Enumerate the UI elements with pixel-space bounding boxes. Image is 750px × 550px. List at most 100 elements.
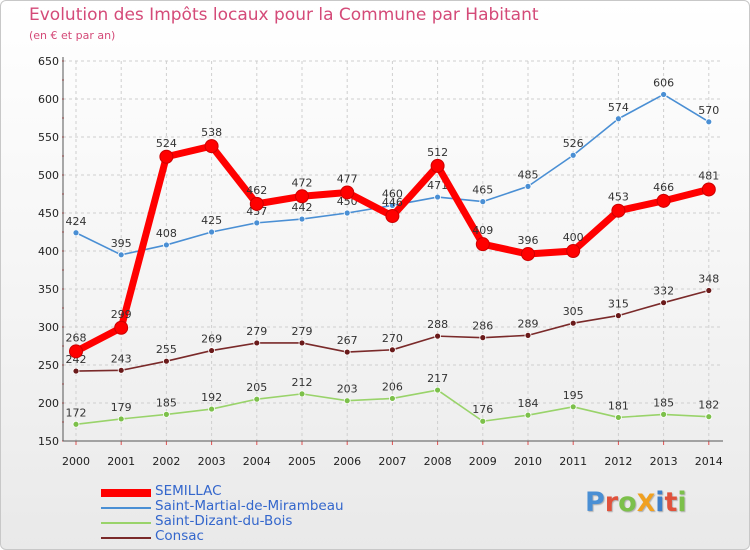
- y-tick-label: 550: [38, 131, 59, 144]
- data-label-saint-dizant-du-bois: 179: [111, 401, 132, 414]
- data-point-consac: [298, 339, 306, 347]
- data-point-consac: [705, 287, 713, 294]
- data-label-semillac: 268: [66, 331, 87, 344]
- data-label-consac: 286: [472, 320, 493, 333]
- data-label-saint-martial-de-mirambeau: 606: [653, 76, 674, 89]
- data-label-consac: 255: [156, 343, 177, 356]
- data-point-semillac: [521, 247, 535, 262]
- data-label-saint-dizant-du-bois: 182: [698, 399, 719, 412]
- data-label-saint-dizant-du-bois: 206: [382, 380, 403, 393]
- data-point-saint-dizant-du-bois: [569, 403, 577, 411]
- data-point-consac: [208, 347, 216, 354]
- data-label-semillac: 396: [518, 234, 539, 247]
- data-label-consac: 289: [518, 317, 539, 330]
- data-label-consac: 305: [563, 305, 584, 318]
- data-point-semillac: [295, 189, 309, 204]
- data-label-semillac: 472: [292, 176, 313, 189]
- data-point-saint-martial-de-mirambeau: [388, 201, 396, 209]
- data-point-saint-dizant-du-bois: [208, 405, 216, 413]
- data-label-saint-dizant-du-bois: 217: [427, 372, 448, 385]
- data-point-saint-martial-de-mirambeau: [343, 209, 351, 217]
- legend-swatch-saint-dizant-du-bois: [101, 522, 151, 524]
- data-label-semillac: 466: [653, 181, 674, 194]
- data-point-saint-martial-de-mirambeau: [162, 241, 170, 249]
- data-label-saint-martial-de-mirambeau: 442: [292, 201, 313, 214]
- data-label-semillac: 481: [698, 169, 719, 182]
- data-label-semillac: 453: [608, 191, 629, 204]
- data-label-saint-dizant-du-bois: 184: [518, 397, 539, 410]
- x-tick-label: 2008: [424, 455, 452, 468]
- x-tick-label: 2012: [604, 455, 632, 468]
- x-tick-label: 2010: [514, 455, 542, 468]
- data-point-semillac: [566, 244, 581, 258]
- data-label-semillac: 524: [156, 137, 177, 150]
- data-point-saint-dizant-du-bois: [615, 414, 622, 421]
- y-tick-label: 400: [38, 245, 59, 258]
- data-label-consac: 242: [66, 353, 87, 366]
- data-point-saint-dizant-du-bois: [479, 417, 487, 425]
- x-tick-label: 2004: [243, 455, 271, 468]
- data-point-saint-dizant-du-bois: [660, 410, 667, 418]
- data-label-saint-dizant-du-bois: 185: [156, 396, 177, 409]
- data-label-saint-martial-de-mirambeau: 460: [382, 187, 403, 200]
- logo-letter: o: [618, 487, 637, 518]
- data-point-saint-martial-de-mirambeau: [615, 115, 622, 123]
- data-point-consac: [388, 346, 396, 354]
- data-point-semillac: [611, 203, 626, 218]
- data-point-saint-dizant-du-bois: [117, 415, 125, 423]
- y-tick-label: 450: [38, 207, 59, 220]
- data-point-semillac: [385, 209, 400, 224]
- y-tick-label: 300: [38, 321, 59, 334]
- data-point-semillac: [656, 193, 671, 208]
- data-label-saint-dizant-du-bois: 212: [292, 376, 313, 389]
- x-tick-label: 2003: [198, 455, 226, 468]
- legend-label-consac: Consac: [155, 528, 204, 544]
- data-point-saint-martial-de-mirambeau: [72, 229, 80, 237]
- data-label-saint-dizant-du-bois: 205: [246, 381, 267, 394]
- data-point-consac: [569, 319, 577, 327]
- data-label-saint-martial-de-mirambeau: 485: [518, 168, 539, 181]
- data-point-semillac: [69, 344, 83, 359]
- data-point-semillac: [475, 237, 490, 252]
- data-point-consac: [162, 357, 170, 365]
- y-tick-label: 150: [38, 435, 59, 448]
- data-label-semillac: 512: [427, 146, 448, 159]
- legend-label-saint-dizant-du-bois: Saint-Dizant-du-Bois: [155, 513, 293, 529]
- data-label-saint-dizant-du-bois: 192: [201, 391, 222, 404]
- data-point-saint-dizant-du-bois: [253, 395, 261, 403]
- logo-letter: i: [677, 487, 687, 518]
- data-label-saint-martial-de-mirambeau: 408: [156, 227, 177, 240]
- data-label-semillac: 477: [337, 172, 358, 185]
- legend-label-saint-martial-de-mirambeau: Saint-Martial-de-Mirambeau: [155, 498, 344, 514]
- data-point-consac: [343, 348, 351, 356]
- data-point-consac: [615, 312, 622, 320]
- x-tick-label: 2000: [62, 455, 90, 468]
- data-label-saint-dizant-du-bois: 185: [653, 396, 674, 409]
- data-label-semillac: 462: [246, 184, 267, 197]
- data-point-consac: [660, 299, 667, 307]
- y-tick-label: 350: [38, 283, 59, 296]
- data-label-consac: 315: [608, 298, 629, 311]
- y-tick-label: 600: [38, 93, 59, 106]
- data-point-saint-dizant-du-bois: [298, 390, 306, 398]
- data-point-saint-martial-de-mirambeau: [208, 228, 216, 236]
- data-label-semillac: 299: [111, 308, 132, 321]
- y-tick-label: 500: [38, 169, 59, 182]
- data-point-semillac: [204, 139, 219, 154]
- data-point-consac: [524, 331, 532, 339]
- data-point-saint-martial-de-mirambeau: [705, 118, 713, 126]
- x-tick-label: 2006: [333, 455, 361, 468]
- logo-letter: P: [585, 487, 605, 518]
- data-label-consac: 332: [653, 285, 674, 298]
- data-label-saint-dizant-du-bois: 172: [66, 406, 87, 419]
- data-point-saint-dizant-du-bois: [343, 397, 351, 405]
- data-label-consac: 348: [698, 273, 719, 286]
- data-point-saint-martial-de-mirambeau: [660, 91, 667, 98]
- data-label-semillac: 409: [472, 224, 493, 237]
- data-point-saint-dizant-du-bois: [72, 420, 80, 428]
- x-tick-label: 2002: [152, 455, 180, 468]
- data-point-saint-dizant-du-bois: [524, 411, 532, 419]
- y-tick-label: 200: [38, 397, 59, 410]
- data-point-saint-martial-de-mirambeau: [434, 193, 442, 201]
